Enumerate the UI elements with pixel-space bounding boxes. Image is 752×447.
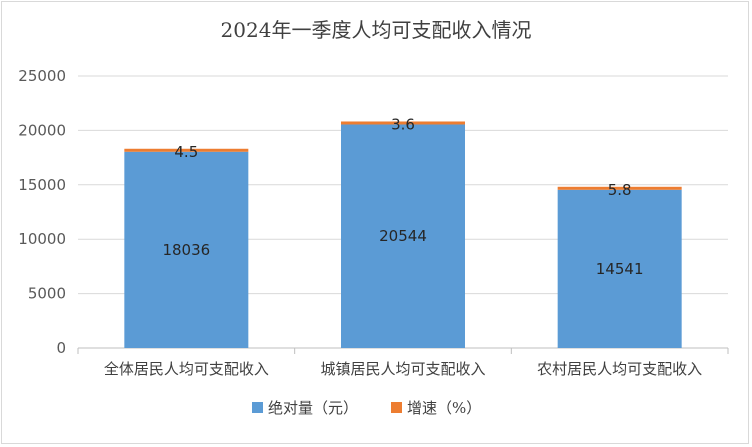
- y-tick-label: 10000: [18, 230, 66, 248]
- legend-label: 增速（%）: [407, 399, 481, 417]
- bar-absolute: [124, 151, 249, 348]
- y-tick-label: 0: [56, 339, 66, 357]
- data-label-absolute: 20544: [379, 227, 427, 245]
- x-category-label: 城镇居民人均可支配收入: [320, 360, 485, 378]
- legend-swatch: [252, 402, 263, 413]
- y-tick-label: 5000: [28, 285, 66, 303]
- data-label-absolute: 18036: [162, 241, 210, 259]
- x-category-label: 农村居民人均可支配收入: [537, 360, 702, 378]
- data-label-absolute: 14541: [596, 260, 644, 278]
- legend-label: 绝对量（元）: [268, 399, 358, 417]
- bar-growth: [124, 148, 249, 152]
- bar-absolute: [557, 189, 682, 348]
- data-label-growth: 4.5: [174, 143, 198, 161]
- data-label-growth: 5.8: [608, 181, 632, 199]
- x-category-label: 全体居民人均可支配收入: [104, 360, 269, 378]
- data-label-growth: 3.6: [391, 115, 415, 133]
- chart-title: 2024年一季度人均可支配收入情况: [220, 18, 532, 42]
- bar-growth: [341, 121, 465, 125]
- y-tick-label: 25000: [18, 67, 66, 85]
- bar-growth: [557, 186, 682, 190]
- y-tick-label: 15000: [18, 176, 66, 194]
- y-tick-label: 20000: [18, 121, 66, 139]
- bar-absolute: [341, 124, 465, 348]
- legend-swatch: [391, 402, 402, 413]
